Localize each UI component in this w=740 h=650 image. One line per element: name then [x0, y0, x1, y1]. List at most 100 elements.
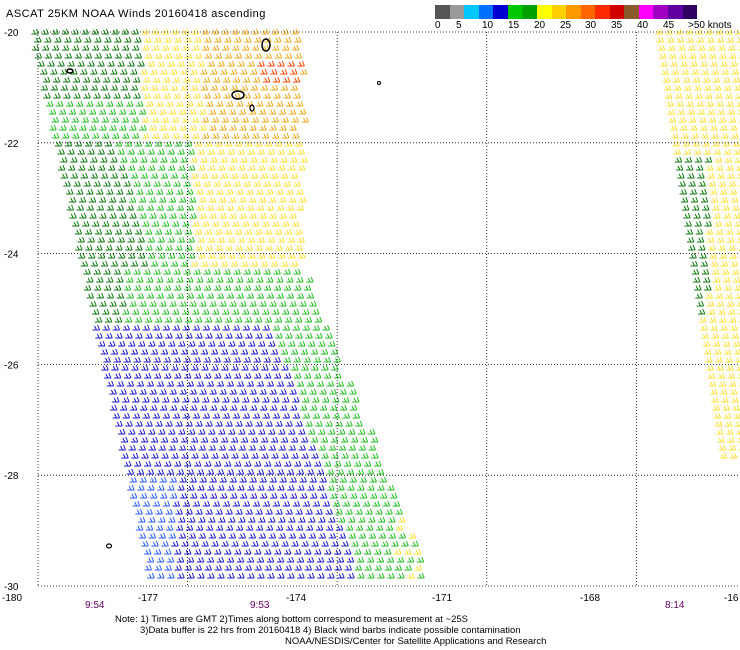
wind-barb [91, 85, 98, 90]
wind-barb [695, 293, 702, 298]
wind-barb [208, 165, 215, 170]
wind-barb [292, 397, 299, 402]
wind-barb [341, 437, 348, 442]
wind-barb [257, 237, 264, 242]
wind-barb [713, 341, 720, 346]
wind-barb [213, 325, 220, 330]
wind-barb [77, 61, 84, 66]
wind-barb [219, 109, 226, 114]
wind-barb [111, 85, 118, 90]
wind-barb [289, 301, 296, 306]
wind-barb [173, 77, 180, 82]
wind-barb [236, 189, 243, 194]
wind-barb [705, 293, 712, 298]
wind-barb [250, 157, 257, 162]
wind-barb [159, 389, 166, 394]
wind-barb [725, 357, 732, 362]
wind-barb [707, 109, 714, 114]
wind-barb [162, 133, 169, 138]
wind-barb [143, 413, 150, 418]
wind-barb [204, 37, 211, 42]
wind-barb [735, 421, 740, 426]
wind-barb [225, 229, 232, 234]
wind-barb [213, 357, 220, 362]
wind-barb [311, 437, 318, 442]
wind-barb [237, 573, 244, 578]
wind-barb [720, 453, 727, 458]
wind-barb [269, 197, 276, 202]
wind-barb [131, 261, 138, 266]
wind-barb [364, 549, 371, 554]
wind-barb [308, 341, 315, 346]
wind-barb [164, 373, 171, 378]
wind-barb [253, 357, 260, 362]
wind-barb [155, 229, 162, 234]
wind-barb [657, 37, 664, 42]
wind-barb [279, 109, 286, 114]
wind-barb [90, 157, 97, 162]
wind-barb [255, 565, 262, 570]
wind-barb [728, 309, 735, 314]
wind-barb [111, 117, 118, 122]
wind-barb [165, 141, 172, 146]
wind-barb [275, 229, 282, 234]
wind-barb [311, 349, 318, 354]
wind-barb [203, 269, 210, 274]
wind-barb [129, 125, 136, 130]
wind-barb [136, 525, 143, 530]
wind-barb [238, 429, 245, 434]
wind-barb [291, 365, 298, 370]
wind-barb [186, 525, 193, 530]
wind-barb [235, 317, 242, 322]
wind-barb [704, 349, 711, 354]
wind-barb [277, 205, 284, 210]
wind-barb [157, 469, 164, 474]
wind-barb [271, 349, 278, 354]
wind-barb [127, 293, 134, 298]
wind-barb [681, 197, 688, 202]
wind-barb [133, 269, 140, 274]
wind-barb [737, 301, 740, 306]
wind-barb [167, 381, 174, 386]
wind-barb [371, 541, 378, 546]
wind-barb [291, 541, 298, 546]
wind-barb [335, 565, 342, 570]
wind-barb [691, 261, 698, 266]
wind-barb [155, 421, 162, 426]
wind-barb [135, 333, 142, 338]
wind-barb [683, 77, 690, 82]
wind-barb [101, 365, 108, 370]
wind-barb [227, 237, 234, 242]
wind-barb [689, 53, 696, 58]
wind-barb [188, 517, 195, 522]
wind-barb [258, 429, 265, 434]
wind-barb [143, 77, 150, 82]
wind-barb [237, 557, 244, 562]
latitude-label: -22 [4, 139, 19, 150]
wind-barb [718, 373, 725, 378]
wind-barb [205, 333, 212, 338]
wind-barb [66, 189, 73, 194]
wind-barb [73, 77, 80, 82]
wind-barb [207, 469, 214, 474]
wind-barb [61, 85, 68, 90]
wind-barb [220, 405, 227, 410]
wind-barb [207, 485, 214, 490]
wind-barb [119, 197, 126, 202]
wind-barb [168, 341, 175, 346]
wind-barb [115, 421, 122, 426]
wind-barb [59, 109, 66, 114]
wind-barb [289, 109, 296, 114]
wind-barb [237, 237, 244, 242]
wind-barb [273, 269, 280, 274]
wind-barb [274, 373, 281, 378]
wind-barb [144, 549, 151, 554]
wind-barb [655, 29, 662, 34]
wind-barb [303, 413, 310, 418]
wind-barb [720, 189, 727, 194]
wind-barb [251, 261, 258, 266]
wind-barb [283, 413, 290, 418]
wind-barb [391, 541, 398, 546]
wind-barb [200, 69, 207, 74]
wind-barb [217, 61, 224, 66]
